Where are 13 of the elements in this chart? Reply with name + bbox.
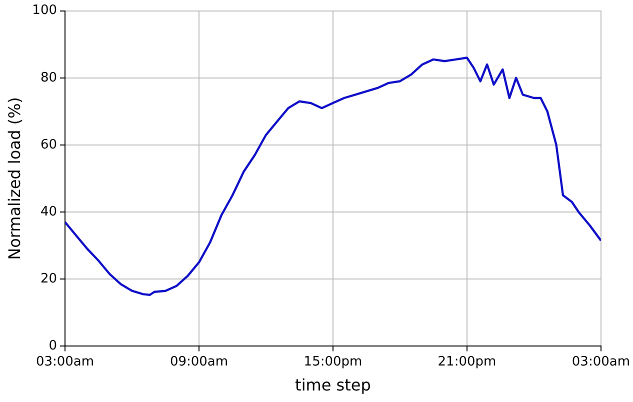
- y-tick-label: 40: [40, 204, 58, 220]
- x-tick-label: 03:00am: [572, 354, 630, 370]
- y-tick-label: 20: [40, 271, 58, 286]
- y-tick-label: 0: [48, 338, 58, 354]
- y-tick-label: 60: [40, 137, 58, 152]
- y-tick-label: 100: [32, 3, 58, 18]
- x-tick-label: 21:00pm: [438, 354, 496, 370]
- x-axis-title: time step: [295, 376, 371, 395]
- x-tick-label: 09:00am: [170, 354, 228, 370]
- y-tick-label: 80: [40, 70, 58, 86]
- y-axis-title: Normalized load (%): [4, 97, 24, 260]
- x-tick-label: 03:00am: [36, 354, 94, 370]
- x-tick-label: 15:00pm: [304, 354, 362, 370]
